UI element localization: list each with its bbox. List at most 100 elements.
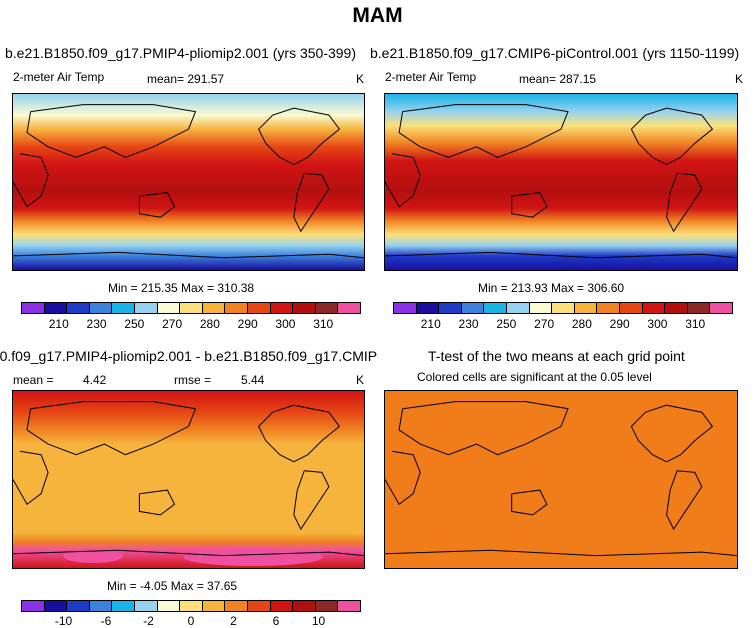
colorbar-tick-label: 250 — [124, 317, 145, 331]
coastline — [511, 192, 548, 218]
colorbar-tick-label: 210 — [420, 317, 441, 331]
coastline — [511, 489, 548, 516]
panel3-field — [13, 391, 364, 568]
coastline — [398, 104, 569, 158]
panel2-field — [385, 94, 737, 270]
panel3-mean-label: mean = — [13, 373, 54, 387]
coastline — [666, 470, 703, 531]
colorbar-swatch — [293, 303, 316, 313]
panel1-field — [13, 94, 364, 270]
coastline — [293, 470, 330, 531]
colorbar-tick-label: 210 — [48, 317, 69, 331]
colorbar-tick-label: -10 — [54, 614, 73, 628]
colorbar-swatch — [315, 303, 339, 313]
colorbar-tick-label: 310 — [313, 317, 334, 331]
panel2-minmax: Min = 213.93 Max = 306.60 — [478, 281, 625, 295]
panel3-colorbar-ticks: -10 -6 -2 0 2 6 10 — [21, 614, 361, 628]
figure-title: MAM — [352, 4, 403, 27]
coastline — [13, 450, 49, 506]
colorbar-swatch — [293, 601, 316, 611]
coastline — [293, 172, 330, 233]
colorbar-swatch — [506, 303, 530, 313]
panel4-subtitle: Colored cells are significant at the 0.0… — [417, 370, 652, 384]
panel3-minmax: Min = -4.05 Max = 37.65 — [107, 579, 238, 593]
coastline — [630, 404, 714, 463]
colorbar-swatch — [89, 601, 113, 611]
coastline — [13, 549, 364, 557]
colorbar-swatch — [67, 303, 90, 313]
coastline — [26, 401, 197, 456]
panel2-colorbar — [393, 302, 733, 314]
colorbar-tick-label: 300 — [275, 317, 296, 331]
panel1-map — [12, 93, 365, 271]
colorbar-swatch — [529, 303, 553, 313]
panel3-colorbar — [21, 600, 361, 612]
colorbar-tick-label: 280 — [199, 317, 220, 331]
colorbar-swatch — [642, 303, 666, 313]
colorbar-swatch — [44, 303, 68, 313]
panel2-variable: 2-meter Air Temp — [385, 70, 477, 84]
colorbar-tick-label: 310 — [685, 317, 706, 331]
colorbar-tick-label: 290 — [237, 317, 258, 331]
coastline — [385, 251, 737, 259]
coastline — [138, 192, 176, 218]
colorbar-swatch — [270, 601, 294, 611]
colorbar-swatch — [710, 303, 732, 313]
colorbar-swatch — [157, 601, 181, 611]
panel2-mean: mean= 287.15 — [519, 72, 597, 86]
coastline — [666, 172, 703, 233]
panel3-rmse-value: 5.44 — [241, 373, 265, 387]
panel1-variable: 2-meter Air Temp — [13, 70, 105, 84]
colorbar-swatch — [180, 601, 203, 611]
colorbar-swatch — [597, 303, 620, 313]
colorbar-swatch — [394, 303, 417, 313]
colorbar-swatch — [22, 303, 45, 313]
colorbar-tick-label: 6 — [272, 614, 280, 628]
colorbar-swatch — [439, 303, 462, 313]
colorbar-swatch — [619, 303, 643, 313]
coastline — [385, 549, 737, 557]
colorbar-swatch — [416, 303, 440, 313]
panel2-units: K — [735, 72, 744, 86]
panel2-colorbar-ticks: 210 230 250 270 280 290 300 310 — [393, 317, 733, 331]
coastline — [26, 104, 197, 158]
coastline — [630, 107, 714, 165]
panel2-title: b.e21.B1850.f09_g17.CMIP6-piControl.001 … — [370, 45, 740, 61]
colorbar-swatch — [315, 601, 339, 611]
panel1-colorbar — [21, 302, 361, 314]
panel3-rmse-label: rmse = — [174, 373, 212, 387]
panel1-colorbar-ticks: 210 230 250 270 280 290 300 310 — [21, 317, 361, 331]
colorbar-swatch — [157, 303, 181, 313]
colorbar-swatch — [89, 303, 113, 313]
coastline — [258, 107, 341, 165]
colorbar-swatch — [338, 601, 360, 611]
colorbar-swatch — [44, 601, 68, 611]
colorbar-tick-label: -6 — [100, 614, 112, 628]
colorbar-tick-label: 270 — [162, 317, 183, 331]
panel1-minmax: Min = 215.35 Max = 310.38 — [108, 281, 255, 295]
colorbar-tick-label: 250 — [496, 317, 517, 331]
colorbar-tick-label: 230 — [458, 317, 479, 331]
colorbar-tick-label: 2 — [230, 614, 237, 628]
colorbar-swatch — [134, 601, 158, 611]
coastline — [385, 450, 421, 506]
colorbar-swatch — [247, 303, 271, 313]
panel3-map — [12, 390, 365, 569]
colorbar-swatch — [665, 303, 688, 313]
panel4-map — [384, 390, 738, 569]
panel1-title: b.e21.B1850.f09_g17.PMIP4-pliomip2.001 (… — [5, 45, 356, 61]
colorbar-tick-label: 10 — [311, 614, 326, 628]
panel4-field — [385, 401, 737, 557]
colorbar-swatch — [202, 601, 226, 611]
colorbar-swatch — [687, 303, 711, 313]
coastline — [258, 404, 341, 463]
colorbar-swatch — [202, 303, 226, 313]
panel2-map — [384, 93, 738, 271]
colorbar-swatch — [270, 303, 294, 313]
panel1-mean: mean= 291.57 — [147, 72, 225, 86]
colorbar-tick-label: 230 — [86, 317, 107, 331]
panel3-units: K — [356, 373, 365, 387]
panel4-title: T-test of the two means at each grid poi… — [428, 348, 685, 364]
panel3-title-text: b.e21.B1850.f09_g17.PMIP4-pliomip2.001 -… — [0, 348, 378, 364]
coastline — [398, 401, 569, 456]
